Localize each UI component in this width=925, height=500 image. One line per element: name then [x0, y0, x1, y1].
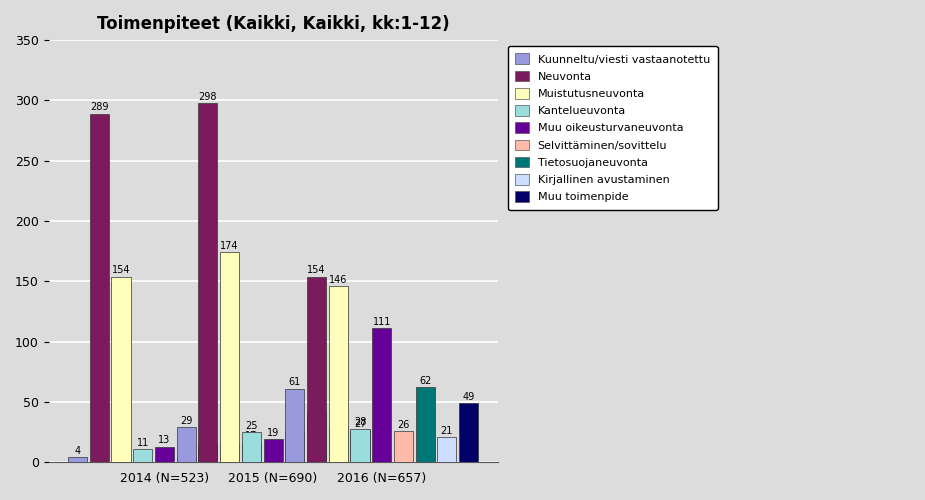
Text: 4: 4: [75, 446, 80, 456]
Text: 28: 28: [354, 418, 366, 428]
Text: 15: 15: [202, 433, 214, 443]
Text: 19: 19: [267, 428, 279, 438]
Text: 26: 26: [289, 420, 301, 430]
Text: 62: 62: [419, 376, 431, 386]
Text: 42: 42: [311, 400, 323, 410]
Bar: [241, 432, 261, 462]
Text: 29: 29: [180, 416, 192, 426]
Text: 26: 26: [397, 420, 410, 430]
Text: 27: 27: [353, 418, 366, 428]
Text: 16: 16: [224, 432, 236, 442]
Bar: [111, 276, 130, 462]
Bar: [220, 443, 240, 462]
Text: 25: 25: [245, 421, 258, 431]
Bar: [177, 458, 196, 462]
Text: 154: 154: [307, 266, 326, 276]
Bar: [351, 428, 370, 462]
Text: 146: 146: [329, 275, 348, 285]
Bar: [372, 328, 391, 462]
Legend: Kuunneltu/viesti vastaanotettu, Neuvonta, Muistutusneuvonta, Kantelueuvonta, Muu: Kuunneltu/viesti vastaanotettu, Neuvonta…: [508, 46, 718, 210]
Text: 30: 30: [332, 415, 344, 425]
Bar: [438, 437, 456, 462]
Bar: [307, 276, 327, 462]
Bar: [133, 449, 153, 462]
Bar: [198, 444, 217, 462]
Bar: [177, 428, 196, 462]
Bar: [154, 446, 174, 462]
Bar: [285, 388, 304, 462]
Text: 49: 49: [462, 392, 475, 402]
Bar: [90, 114, 109, 463]
Bar: [394, 431, 413, 462]
Bar: [459, 403, 478, 462]
Bar: [328, 286, 348, 463]
Bar: [68, 458, 87, 462]
Bar: [220, 252, 240, 462]
Text: 174: 174: [220, 241, 239, 251]
Text: 11: 11: [137, 438, 149, 448]
Text: 154: 154: [112, 266, 130, 276]
Text: 111: 111: [373, 317, 391, 327]
Text: 289: 289: [90, 102, 108, 113]
Text: 298: 298: [199, 92, 217, 102]
Bar: [241, 442, 261, 462]
Text: 13: 13: [158, 436, 170, 446]
Text: 61: 61: [289, 378, 301, 388]
Text: 21: 21: [440, 426, 453, 436]
Text: 4: 4: [183, 446, 190, 456]
Bar: [285, 431, 304, 462]
Bar: [351, 430, 370, 462]
Bar: [307, 412, 327, 463]
Text: 17: 17: [245, 430, 257, 440]
Bar: [198, 103, 217, 463]
Bar: [415, 388, 435, 462]
Bar: [264, 440, 283, 462]
Title: Toimenpiteet (Kaikki, Kaikki, kk:1-12): Toimenpiteet (Kaikki, Kaikki, kk:1-12): [97, 15, 450, 33]
Bar: [328, 426, 348, 463]
